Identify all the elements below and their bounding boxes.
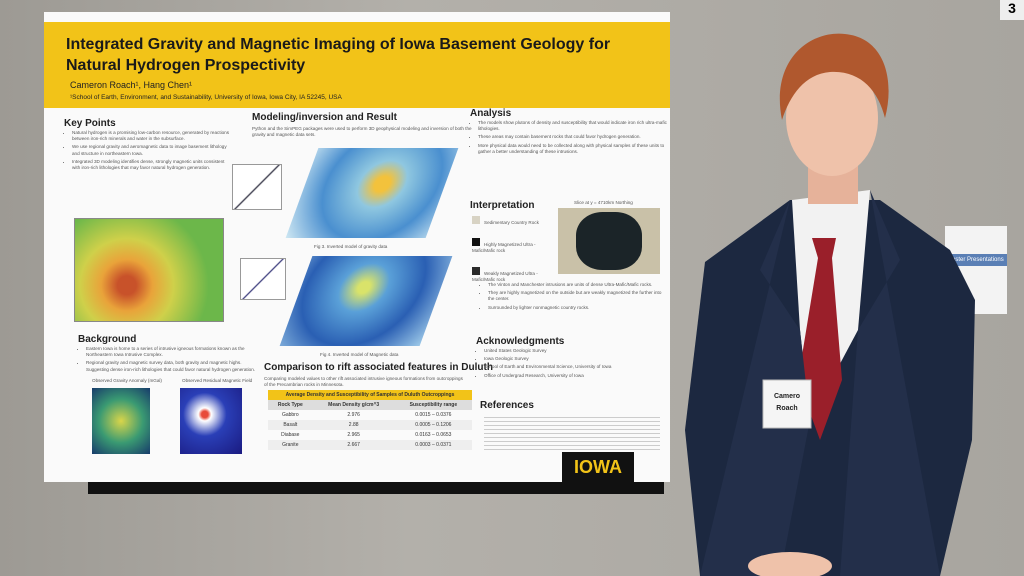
td: 2.88 <box>348 422 359 428</box>
title: Integrated Gravity and Magnetic Imaging … <box>66 36 611 74</box>
list: The Vinton and Manchester intrusions are… <box>480 282 668 313</box>
caption: Fig 3. Inverted model of gravity data <box>314 244 388 249</box>
heading: Analysis <box>470 108 512 119</box>
td: 0.0005 – 0.1206 <box>415 422 452 428</box>
authors: Cameron Roach¹, Hang Chen¹ <box>70 80 193 90</box>
bullet: Surrounded by lighter nonmagnetic countr… <box>488 305 668 311</box>
td: 2.667 <box>347 442 360 448</box>
caption: Slice at y = 4710km Northing <box>574 200 633 205</box>
side-sign-text: Poster Presentations <box>945 254 1007 266</box>
td: 0.0163 – 0.0653 <box>415 432 452 438</box>
badge-text: Roach <box>776 405 797 412</box>
figure-label: Observed Gravity Anomaly (mGal) <box>92 378 162 383</box>
legend-item: Sedimentary Country Rock <box>472 216 552 226</box>
lapel <box>840 190 940 576</box>
badge <box>762 379 812 429</box>
heading: Comparison to rift associated features i… <box>264 362 493 373</box>
bullet: We use regional gravity and aeromagnetic… <box>72 144 232 156</box>
caption: Fig 4. Inverted model of Magnetic data <box>320 352 399 357</box>
legend-item: Weakly Magnetized Ultra - Mafic/Mafic ro… <box>472 266 552 283</box>
head <box>786 60 878 176</box>
th: Rock Type <box>277 402 303 408</box>
header <box>44 22 670 108</box>
list: United States Geologic Survey Iowa Geolo… <box>476 348 664 381</box>
text: Comparing modeled values to other rift a… <box>264 376 463 388</box>
bullet: Integrated 3D modeling identifies dense,… <box>72 159 232 171</box>
bullet: United States Geologic Survey <box>484 348 664 354</box>
list: Natural hydrogen is a promising low-carb… <box>64 130 232 173</box>
legend-item: Highly Magnetized Ultra - Mafic/Mafic ro… <box>472 238 552 254</box>
th: Mean Density g/cm^3 <box>328 402 380 408</box>
affiliation: ¹School of Earth, Environment, and Susta… <box>70 94 342 101</box>
hair <box>779 33 889 120</box>
heading: Acknowledgments <box>476 336 565 347</box>
heading: Key Points <box>64 118 116 129</box>
logo: IOWA <box>562 452 634 482</box>
td: 2.976 <box>347 412 360 418</box>
td: 0.0003 – 0.0371 <box>415 442 452 448</box>
gravity-image <box>92 388 150 454</box>
bullet: Regional gravity and magnetic survey dat… <box>86 360 256 372</box>
magnetic-image <box>180 388 242 454</box>
th: Susceptibility range <box>409 402 458 408</box>
figure-label: Observed Residual Magnetic Field <box>182 378 253 383</box>
td: Basalt <box>283 422 298 428</box>
bullet: More physical data would need to be coll… <box>478 143 668 155</box>
td: Diabase <box>281 432 300 438</box>
legend: Sedimentary Country Rock Highly Magnetiz… <box>472 216 552 283</box>
bullet: Natural hydrogen is a promising low-carb… <box>72 130 232 142</box>
bullet: Eastern Iowa is home to a series of intr… <box>86 346 256 358</box>
heading: References <box>480 400 534 411</box>
td: Gabbro <box>281 412 299 418</box>
td: 2.965 <box>347 432 360 438</box>
reference-lines <box>484 414 660 450</box>
lapel <box>700 200 810 576</box>
bullet: Office of Undergrad Research, University… <box>484 373 664 379</box>
corner-sign: 3 <box>1000 0 1024 20</box>
bullet: These areas may contain basement rocks t… <box>478 134 668 140</box>
td: Granite <box>282 442 299 448</box>
list: The models show plutons of density and s… <box>470 120 668 157</box>
bullet: School of Earth and Environmental Scienc… <box>484 364 664 370</box>
bullet: Iowa Geologic Survey <box>484 356 664 362</box>
heading: Interpretation <box>470 200 535 211</box>
chart-thumb <box>240 258 286 300</box>
bullet: They are highly magnetized on the outsid… <box>488 290 668 302</box>
map-image <box>74 218 224 322</box>
badge-text: Camero <box>774 393 800 400</box>
hands <box>748 552 832 576</box>
bullet: The Vinton and Manchester intrusions are… <box>488 282 668 288</box>
table-title: Average Density and Susceptibility of Sa… <box>268 390 472 400</box>
chart-thumb <box>232 164 282 210</box>
slice-image <box>558 208 660 274</box>
td: 0.0015 – 0.0376 <box>415 412 452 418</box>
heading: Background <box>78 334 137 345</box>
poster: Integrated Gravity and Magnetic Imaging … <box>44 12 670 482</box>
list: Eastern Iowa is home to a series of intr… <box>78 346 256 375</box>
table: Average Density and Susceptibility of Sa… <box>268 390 472 450</box>
heading: Modeling/inversion and Result <box>252 112 398 123</box>
text: Python and the SimPEG packages were used… <box>252 126 472 138</box>
bullet: The models show plutons of density and s… <box>478 120 668 132</box>
